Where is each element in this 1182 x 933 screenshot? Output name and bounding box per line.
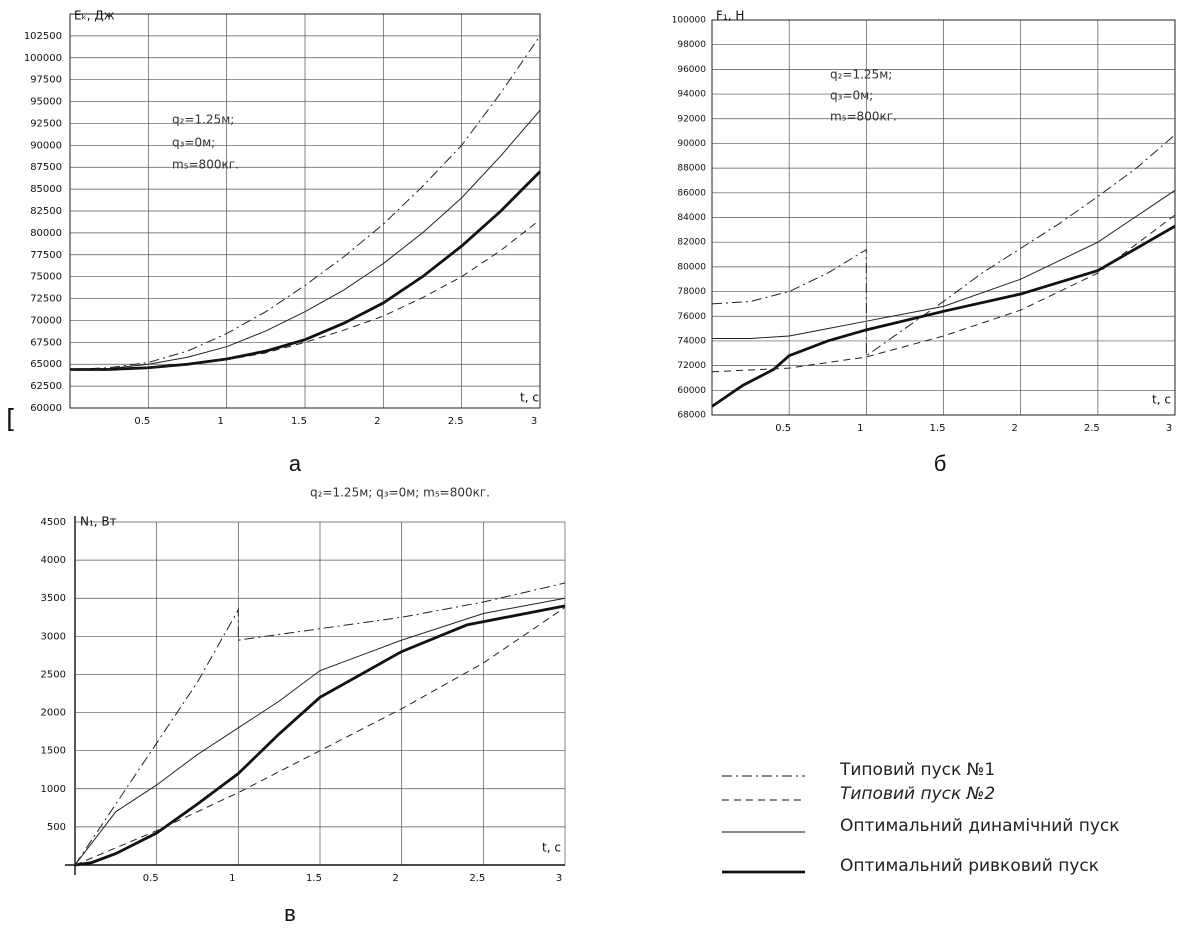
- bracket: [: [6, 405, 16, 435]
- annotation: m₅=800кг.: [830, 110, 897, 124]
- annotation: q₃=0м;: [172, 136, 215, 150]
- y-tick-label: 82500: [30, 206, 62, 217]
- y-tick-label: 70000: [30, 315, 62, 326]
- series-line: [712, 189, 1176, 339]
- y-tick-label: 82000: [677, 238, 706, 248]
- y-tick-label: 500: [47, 822, 66, 833]
- y-tick-label: 84000: [677, 213, 706, 223]
- series-line: [74, 604, 566, 867]
- y-tick-label: 80000: [30, 228, 62, 239]
- x-tick-label: 0.5: [143, 873, 159, 884]
- y-tick-label: 90000: [677, 139, 706, 149]
- annotation: q₂=1.25м;: [172, 113, 234, 127]
- y-tick-label: 100000: [24, 53, 62, 64]
- y-tick-label: 80000: [677, 262, 706, 272]
- y-tick-label: 72500: [30, 294, 62, 305]
- y-tick-label: 65000: [30, 359, 62, 370]
- y-tick-label: 4000: [41, 555, 66, 566]
- y-tick-label: 68000: [677, 411, 706, 421]
- annotation: q₃=0м;: [830, 89, 873, 103]
- y-axis-label: Eₖ, Дж: [74, 9, 115, 23]
- x-tick-label: 1: [229, 873, 235, 884]
- series-line: [711, 224, 1176, 408]
- y-tick-label: 78000: [677, 287, 706, 297]
- y-tick-label: 92000: [677, 114, 706, 124]
- y-tick-label: 62500: [30, 381, 62, 392]
- x-tick-label: 3: [556, 873, 562, 884]
- x-axis-label: t, c: [520, 391, 539, 405]
- y-tick-label: 75000: [30, 272, 62, 283]
- annotation: m₅=800кг.: [172, 158, 239, 172]
- series-line: [74, 597, 566, 866]
- y-tick-label: 74000: [677, 336, 706, 346]
- series-line: [711, 214, 1176, 373]
- x-tick-label: 1: [857, 423, 863, 434]
- series-line: [74, 582, 566, 866]
- annotation: q₂=1.25м; q₃=0м; m₅=800кг.: [310, 486, 490, 500]
- y-tick-label: 72000: [677, 361, 706, 371]
- y-tick-label: 60000: [677, 386, 706, 396]
- x-tick-label: 1.5: [306, 873, 322, 884]
- x-tick-label: 2: [374, 416, 380, 427]
- y-tick-label: 95000: [30, 97, 62, 108]
- y-tick-label: 2000: [41, 708, 66, 719]
- caption: в: [284, 901, 296, 926]
- x-tick-label: 1: [217, 416, 223, 427]
- plot-frame: [711, 19, 1176, 416]
- y-tick-label: 1500: [41, 746, 66, 757]
- y-tick-label: 97500: [30, 75, 62, 86]
- y-tick-label: 86000: [677, 188, 706, 198]
- x-tick-label: 3: [1166, 423, 1172, 434]
- x-tick-label: 2: [1011, 423, 1017, 434]
- plot-frame: [69, 13, 541, 409]
- caption: а: [289, 451, 302, 476]
- x-tick-label: 2.5: [469, 873, 485, 884]
- y-tick-label: 94000: [677, 90, 706, 100]
- x-tick-label: 0.5: [134, 416, 150, 427]
- y-tick-label: 76000: [677, 312, 706, 322]
- legend-label: Типовий пуск №1: [839, 760, 995, 780]
- y-tick-label: 60000: [30, 403, 62, 414]
- series-line: [70, 219, 541, 370]
- y-tick-label: 4500: [41, 517, 66, 528]
- x-tick-label: 3: [531, 416, 537, 427]
- y-tick-label: 2500: [41, 669, 66, 680]
- y-tick-label: 100000: [672, 16, 707, 26]
- y-tick-label: 96000: [677, 65, 706, 75]
- caption: б: [934, 451, 947, 476]
- series-line: [69, 35, 541, 370]
- y-tick-label: 85000: [30, 184, 62, 195]
- x-tick-label: 2.5: [448, 416, 464, 427]
- series-line: [69, 109, 541, 370]
- y-tick-label: 88000: [677, 164, 706, 174]
- y-axis-label: N₁, Вт: [80, 515, 117, 529]
- y-tick-label: 102500: [24, 31, 62, 42]
- y-tick-label: 3500: [41, 593, 66, 604]
- y-tick-label: 1000: [41, 784, 66, 795]
- x-axis-label: t, c: [542, 841, 561, 855]
- y-tick-label: 92500: [30, 118, 62, 129]
- legend-label: Типовий пуск №2: [840, 784, 995, 804]
- x-tick-label: 1.5: [930, 423, 946, 434]
- y-tick-label: 3000: [41, 631, 66, 642]
- x-tick-label: 1.5: [291, 416, 307, 427]
- y-tick-label: 87500: [30, 162, 62, 173]
- y-tick-label: 98000: [677, 40, 706, 50]
- y-tick-label: 90000: [30, 140, 62, 151]
- x-tick-label: 2.5: [1084, 423, 1100, 434]
- x-axis-label: t, c: [1152, 393, 1171, 407]
- legend-label: Оптимальний ривковий пуск: [840, 856, 1099, 876]
- y-tick-label: 67500: [30, 337, 62, 348]
- y-tick-label: 77500: [30, 250, 62, 261]
- legend-label: Оптимальний динамічний пуск: [840, 816, 1120, 836]
- annotation: q₂=1.25м;: [830, 68, 892, 82]
- series-line: [74, 606, 566, 866]
- x-tick-label: 2: [392, 873, 398, 884]
- x-tick-label: 0.5: [775, 423, 791, 434]
- y-axis-label: F₁, Н: [716, 9, 744, 23]
